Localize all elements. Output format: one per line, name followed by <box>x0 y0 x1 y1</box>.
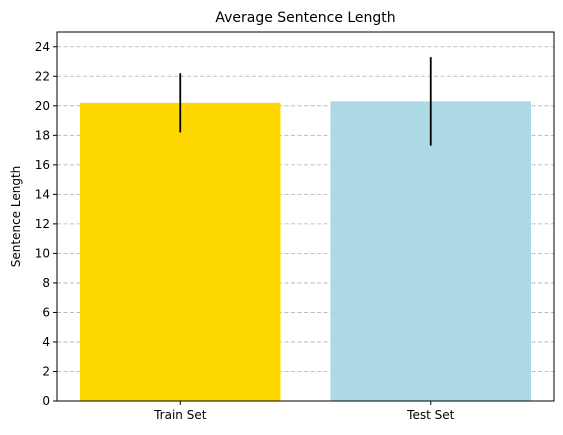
y-tick-label: 16 <box>35 158 50 172</box>
y-tick-label: 0 <box>42 394 50 408</box>
y-tick-label: 20 <box>35 99 50 113</box>
plot-frame <box>56 31 555 402</box>
x-axis-ticks: Train Set Test Set <box>153 401 455 422</box>
x-tick-label: Test Set <box>406 408 454 422</box>
y-tick-label: 24 <box>35 40 50 54</box>
y-tick-label: 6 <box>42 305 50 319</box>
y-tick-label: 4 <box>42 335 50 349</box>
y-tick-label: 18 <box>35 128 50 142</box>
x-tick-label: Train Set <box>153 408 207 422</box>
y-tick-label: 10 <box>35 246 50 260</box>
y-tick-label: 12 <box>35 217 50 231</box>
y-tick-label: 2 <box>42 364 50 378</box>
y-tick-label: 22 <box>35 69 50 83</box>
bar-test-set <box>330 101 531 401</box>
grid-lines <box>57 46 554 372</box>
chart-title: Average Sentence Length <box>215 10 395 26</box>
y-tick-label: 14 <box>35 187 50 201</box>
y-tick-label: 8 <box>42 276 50 290</box>
bars <box>80 101 531 402</box>
error-bars <box>179 57 432 146</box>
bar-train-set <box>80 102 281 402</box>
y-axis-label: Sentence Length <box>9 166 23 267</box>
